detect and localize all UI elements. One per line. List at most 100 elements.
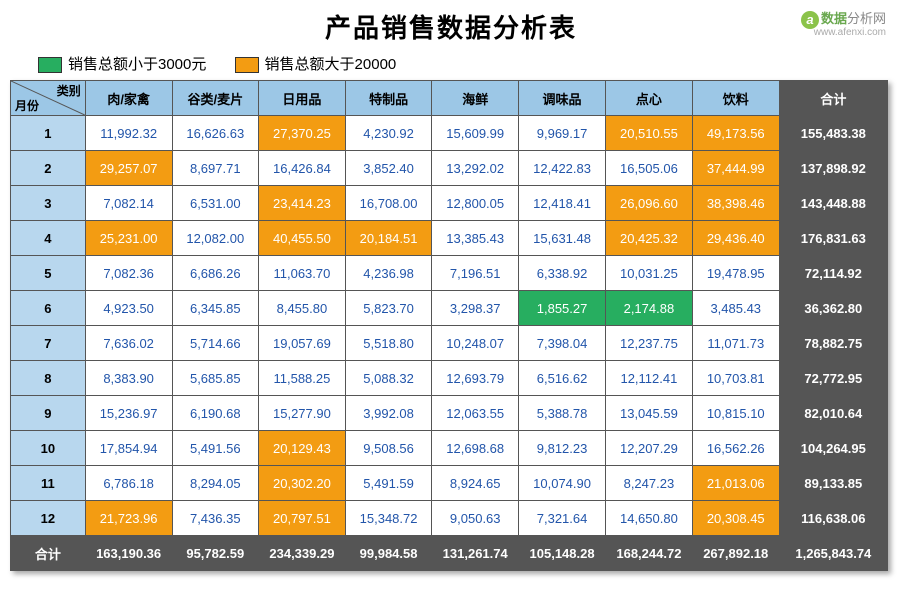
row-total: 82,010.64 bbox=[779, 396, 887, 431]
month-cell: 1 bbox=[11, 116, 86, 151]
col-header: 特制品 bbox=[345, 81, 431, 116]
table-row: 111,992.3216,626.6327,370.254,230.9215,6… bbox=[11, 116, 888, 151]
value-cell: 20,510.55 bbox=[605, 116, 692, 151]
brand-icon: a bbox=[801, 11, 819, 29]
col-header: 肉/家禽 bbox=[85, 81, 172, 116]
value-cell: 12,112.41 bbox=[605, 361, 692, 396]
value-cell: 20,129.43 bbox=[259, 431, 346, 466]
value-cell: 15,348.72 bbox=[345, 501, 431, 536]
value-cell: 13,045.59 bbox=[605, 396, 692, 431]
value-cell: 6,786.18 bbox=[85, 466, 172, 501]
value-cell: 7,321.64 bbox=[519, 501, 606, 536]
month-cell: 3 bbox=[11, 186, 86, 221]
value-cell: 20,425.32 bbox=[605, 221, 692, 256]
value-cell: 21,723.96 bbox=[85, 501, 172, 536]
value-cell: 10,815.10 bbox=[692, 396, 779, 431]
value-cell: 13,385.43 bbox=[432, 221, 519, 256]
row-total: 72,114.92 bbox=[779, 256, 887, 291]
value-cell: 37,444.99 bbox=[692, 151, 779, 186]
table-row: 88,383.905,685.8511,588.255,088.3212,693… bbox=[11, 361, 888, 396]
table-row: 37,082.146,531.0023,414.2316,708.0012,80… bbox=[11, 186, 888, 221]
value-cell: 16,426.84 bbox=[259, 151, 346, 186]
value-cell: 11,063.70 bbox=[259, 256, 346, 291]
value-cell: 5,088.32 bbox=[345, 361, 431, 396]
value-cell: 9,050.63 bbox=[432, 501, 519, 536]
col-header: 调味品 bbox=[519, 81, 606, 116]
table-row: 915,236.976,190.6815,277.903,992.0812,06… bbox=[11, 396, 888, 431]
value-cell: 23,414.23 bbox=[259, 186, 346, 221]
col-total: 267,892.18 bbox=[692, 536, 779, 571]
value-cell: 6,686.26 bbox=[172, 256, 258, 291]
value-cell: 5,491.59 bbox=[345, 466, 431, 501]
footer-row: 合计 163,190.36 95,782.59 234,339.29 99,98… bbox=[11, 536, 888, 571]
value-cell: 20,308.45 bbox=[692, 501, 779, 536]
value-cell: 16,626.63 bbox=[172, 116, 258, 151]
col-header: 谷类/麦片 bbox=[172, 81, 258, 116]
value-cell: 15,631.48 bbox=[519, 221, 606, 256]
value-cell: 19,057.69 bbox=[259, 326, 346, 361]
table-row: 116,786.188,294.0520,302.205,491.598,924… bbox=[11, 466, 888, 501]
legend: 销售总额小于3000元 销售总额大于20000 bbox=[10, 51, 892, 80]
row-total: 155,483.38 bbox=[779, 116, 887, 151]
value-cell: 26,096.60 bbox=[605, 186, 692, 221]
sales-table: 类别 月份 肉/家禽 谷类/麦片 日用品 特制品 海鲜 调味品 点心 饮料 合计… bbox=[10, 80, 888, 571]
value-cell: 8,247.23 bbox=[605, 466, 692, 501]
row-total: 116,638.06 bbox=[779, 501, 887, 536]
row-total: 104,264.95 bbox=[779, 431, 887, 466]
header-row: 类别 月份 肉/家禽 谷类/麦片 日用品 特制品 海鲜 调味品 点心 饮料 合计 bbox=[11, 81, 888, 116]
value-cell: 8,383.90 bbox=[85, 361, 172, 396]
col-total: 163,190.36 bbox=[85, 536, 172, 571]
legend-swatch-orange bbox=[235, 57, 259, 73]
value-cell: 20,797.51 bbox=[259, 501, 346, 536]
value-cell: 12,418.41 bbox=[519, 186, 606, 221]
value-cell: 3,298.37 bbox=[432, 291, 519, 326]
row-total: 176,831.63 bbox=[779, 221, 887, 256]
table-row: 64,923.506,345.858,455.805,823.703,298.3… bbox=[11, 291, 888, 326]
brand-logo: a数据分析网 www.afenxi.com bbox=[801, 8, 886, 38]
month-cell: 11 bbox=[11, 466, 86, 501]
brand-url: www.afenxi.com bbox=[801, 27, 886, 38]
legend-item-high: 销售总额大于20000 bbox=[235, 53, 397, 74]
value-cell: 9,969.17 bbox=[519, 116, 606, 151]
value-cell: 6,531.00 bbox=[172, 186, 258, 221]
value-cell: 5,685.85 bbox=[172, 361, 258, 396]
value-cell: 16,562.26 bbox=[692, 431, 779, 466]
value-cell: 40,455.50 bbox=[259, 221, 346, 256]
value-cell: 10,703.81 bbox=[692, 361, 779, 396]
table-row: 229,257.078,697.7116,426.843,852.4013,29… bbox=[11, 151, 888, 186]
month-cell: 12 bbox=[11, 501, 86, 536]
month-cell: 8 bbox=[11, 361, 86, 396]
value-cell: 7,082.14 bbox=[85, 186, 172, 221]
row-total: 36,362.80 bbox=[779, 291, 887, 326]
value-cell: 27,370.25 bbox=[259, 116, 346, 151]
row-total: 137,898.92 bbox=[779, 151, 887, 186]
month-cell: 7 bbox=[11, 326, 86, 361]
value-cell: 9,508.56 bbox=[345, 431, 431, 466]
value-cell: 20,184.51 bbox=[345, 221, 431, 256]
value-cell: 10,031.25 bbox=[605, 256, 692, 291]
month-cell: 5 bbox=[11, 256, 86, 291]
value-cell: 12,698.68 bbox=[432, 431, 519, 466]
table-row: 1221,723.967,436.3520,797.5115,348.729,0… bbox=[11, 501, 888, 536]
legend-swatch-green bbox=[38, 57, 62, 73]
value-cell: 8,455.80 bbox=[259, 291, 346, 326]
month-cell: 6 bbox=[11, 291, 86, 326]
value-cell: 4,923.50 bbox=[85, 291, 172, 326]
month-cell: 10 bbox=[11, 431, 86, 466]
value-cell: 5,823.70 bbox=[345, 291, 431, 326]
col-total: 95,782.59 bbox=[172, 536, 258, 571]
value-cell: 12,422.83 bbox=[519, 151, 606, 186]
value-cell: 15,236.97 bbox=[85, 396, 172, 431]
value-cell: 38,398.46 bbox=[692, 186, 779, 221]
value-cell: 5,388.78 bbox=[519, 396, 606, 431]
value-cell: 19,478.95 bbox=[692, 256, 779, 291]
diag-header: 类别 月份 bbox=[11, 81, 86, 116]
col-header: 点心 bbox=[605, 81, 692, 116]
value-cell: 11,588.25 bbox=[259, 361, 346, 396]
month-cell: 9 bbox=[11, 396, 86, 431]
legend-item-low: 销售总额小于3000元 bbox=[38, 53, 206, 74]
value-cell: 13,292.02 bbox=[432, 151, 519, 186]
col-header-total: 合计 bbox=[779, 81, 887, 116]
value-cell: 17,854.94 bbox=[85, 431, 172, 466]
row-total: 78,882.75 bbox=[779, 326, 887, 361]
